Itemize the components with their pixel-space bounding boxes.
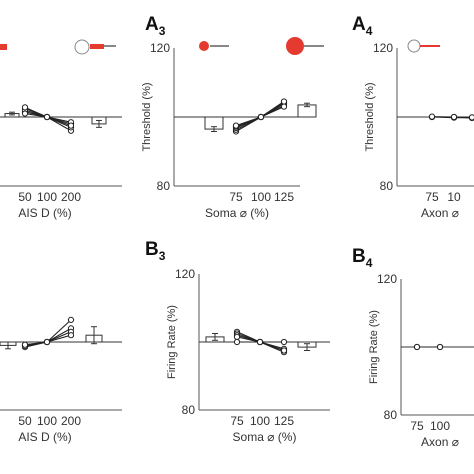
panel-a4: A4 80 120 Threshold (%) 75 10 Axon ⌀ xyxy=(352,14,474,220)
x-tick-label: 100 xyxy=(250,414,270,428)
x-tick-label: 75 xyxy=(410,419,424,433)
y-tick-label: 120 xyxy=(373,41,393,55)
y-axis-label: Firing Rate (%) xyxy=(368,310,380,384)
data-point xyxy=(280,98,288,105)
x-tick-label: 75 xyxy=(229,190,243,204)
y-tick-label: 120 xyxy=(175,267,195,281)
y-tick-label: 80 xyxy=(182,403,196,417)
small-soma-icon xyxy=(199,41,209,51)
data-point xyxy=(233,333,241,340)
panel-a3: A3 80 120 Threshold (%) 75 100 125 Soma ⌀ (%) xyxy=(141,14,324,220)
data-point xyxy=(450,113,458,121)
x-tick-label: 125 xyxy=(274,414,294,428)
data-point xyxy=(67,332,75,339)
y-axis-label: Threshold (%) xyxy=(141,82,153,151)
panel-label-subscript: 4 xyxy=(366,256,373,270)
data-point xyxy=(428,113,436,120)
x-tick-label: 100 xyxy=(37,190,57,204)
panel-b4: B4 80 120 Firing Rate (%) 75 100 Axon ⌀ xyxy=(352,246,474,449)
data-point xyxy=(280,347,288,354)
x-tick-label: 50 xyxy=(18,414,32,428)
x-axis-label: Axon ⌀ xyxy=(421,435,459,449)
x-axis-label: Axon ⌀ xyxy=(421,206,459,220)
panel-label-subscript: 3 xyxy=(159,24,166,38)
data-point xyxy=(43,338,51,346)
panel-label-subscript: 4 xyxy=(366,24,373,38)
x-tick-label: 100 xyxy=(37,414,57,428)
y-axis-label: Threshold (%) xyxy=(364,82,376,151)
axon-soma-icon xyxy=(407,39,421,53)
x-axis-label: AIS D (%) xyxy=(18,430,71,444)
panel-b3: B3 80 120 Firing Rate (%) 75 100 125 Soma ⌀ (%) xyxy=(145,239,330,444)
x-tick-label: 50 xyxy=(18,190,32,204)
cell-series-line xyxy=(235,101,285,127)
data-point xyxy=(67,122,75,129)
data-point xyxy=(232,122,240,129)
x-axis-label: Soma ⌀ (%) xyxy=(205,206,269,220)
ais-segment-icon xyxy=(90,44,104,49)
x-tick-label: 125 xyxy=(274,190,294,204)
x-tick-label: 75 xyxy=(425,190,439,204)
y-axis-label: Firing Rate (%) xyxy=(166,305,178,379)
data-point xyxy=(67,316,75,323)
soma-schematic-icon xyxy=(74,39,90,55)
large-soma-icon xyxy=(286,37,304,55)
x-tick-label: 100 xyxy=(430,419,450,433)
data-point xyxy=(21,341,29,348)
panel-label: A3 xyxy=(145,14,166,38)
panel-label-subscript: 3 xyxy=(159,249,166,263)
data-point xyxy=(256,338,264,346)
data-point xyxy=(21,104,29,111)
panel-label: B4 xyxy=(352,246,373,270)
y-tick-label: 80 xyxy=(380,179,394,193)
panel-b-ais-d: 50 100 200 AIS D (%) xyxy=(0,316,122,444)
data-point xyxy=(413,343,421,351)
data-point xyxy=(21,110,29,117)
x-tick-label: 200 xyxy=(61,190,81,204)
x-tick-label: 200 xyxy=(61,414,81,428)
data-point xyxy=(436,343,444,351)
data-point xyxy=(468,114,474,121)
ais-schematic-left-icon xyxy=(0,44,7,50)
panel-label: B3 xyxy=(145,239,166,263)
x-tick-label: 100 xyxy=(251,190,271,204)
x-tick-label: 10 xyxy=(447,190,461,204)
y-tick-label: 80 xyxy=(157,179,171,193)
x-tick-label: 75 xyxy=(230,414,244,428)
data-point xyxy=(43,113,51,121)
data-point xyxy=(257,113,265,121)
panel-a-ais-d: 50 100 200 AIS D (%) xyxy=(0,39,122,220)
data-point xyxy=(233,338,241,346)
x-axis-label: AIS D (%) xyxy=(18,206,71,220)
data-point xyxy=(280,338,288,346)
panel-label: A4 xyxy=(352,14,373,38)
y-tick-label: 120 xyxy=(150,41,170,55)
y-tick-label: 120 xyxy=(377,272,397,286)
x-axis-label: Soma ⌀ (%) xyxy=(233,430,297,444)
data-point xyxy=(280,103,288,110)
y-tick-label: 80 xyxy=(384,408,398,422)
